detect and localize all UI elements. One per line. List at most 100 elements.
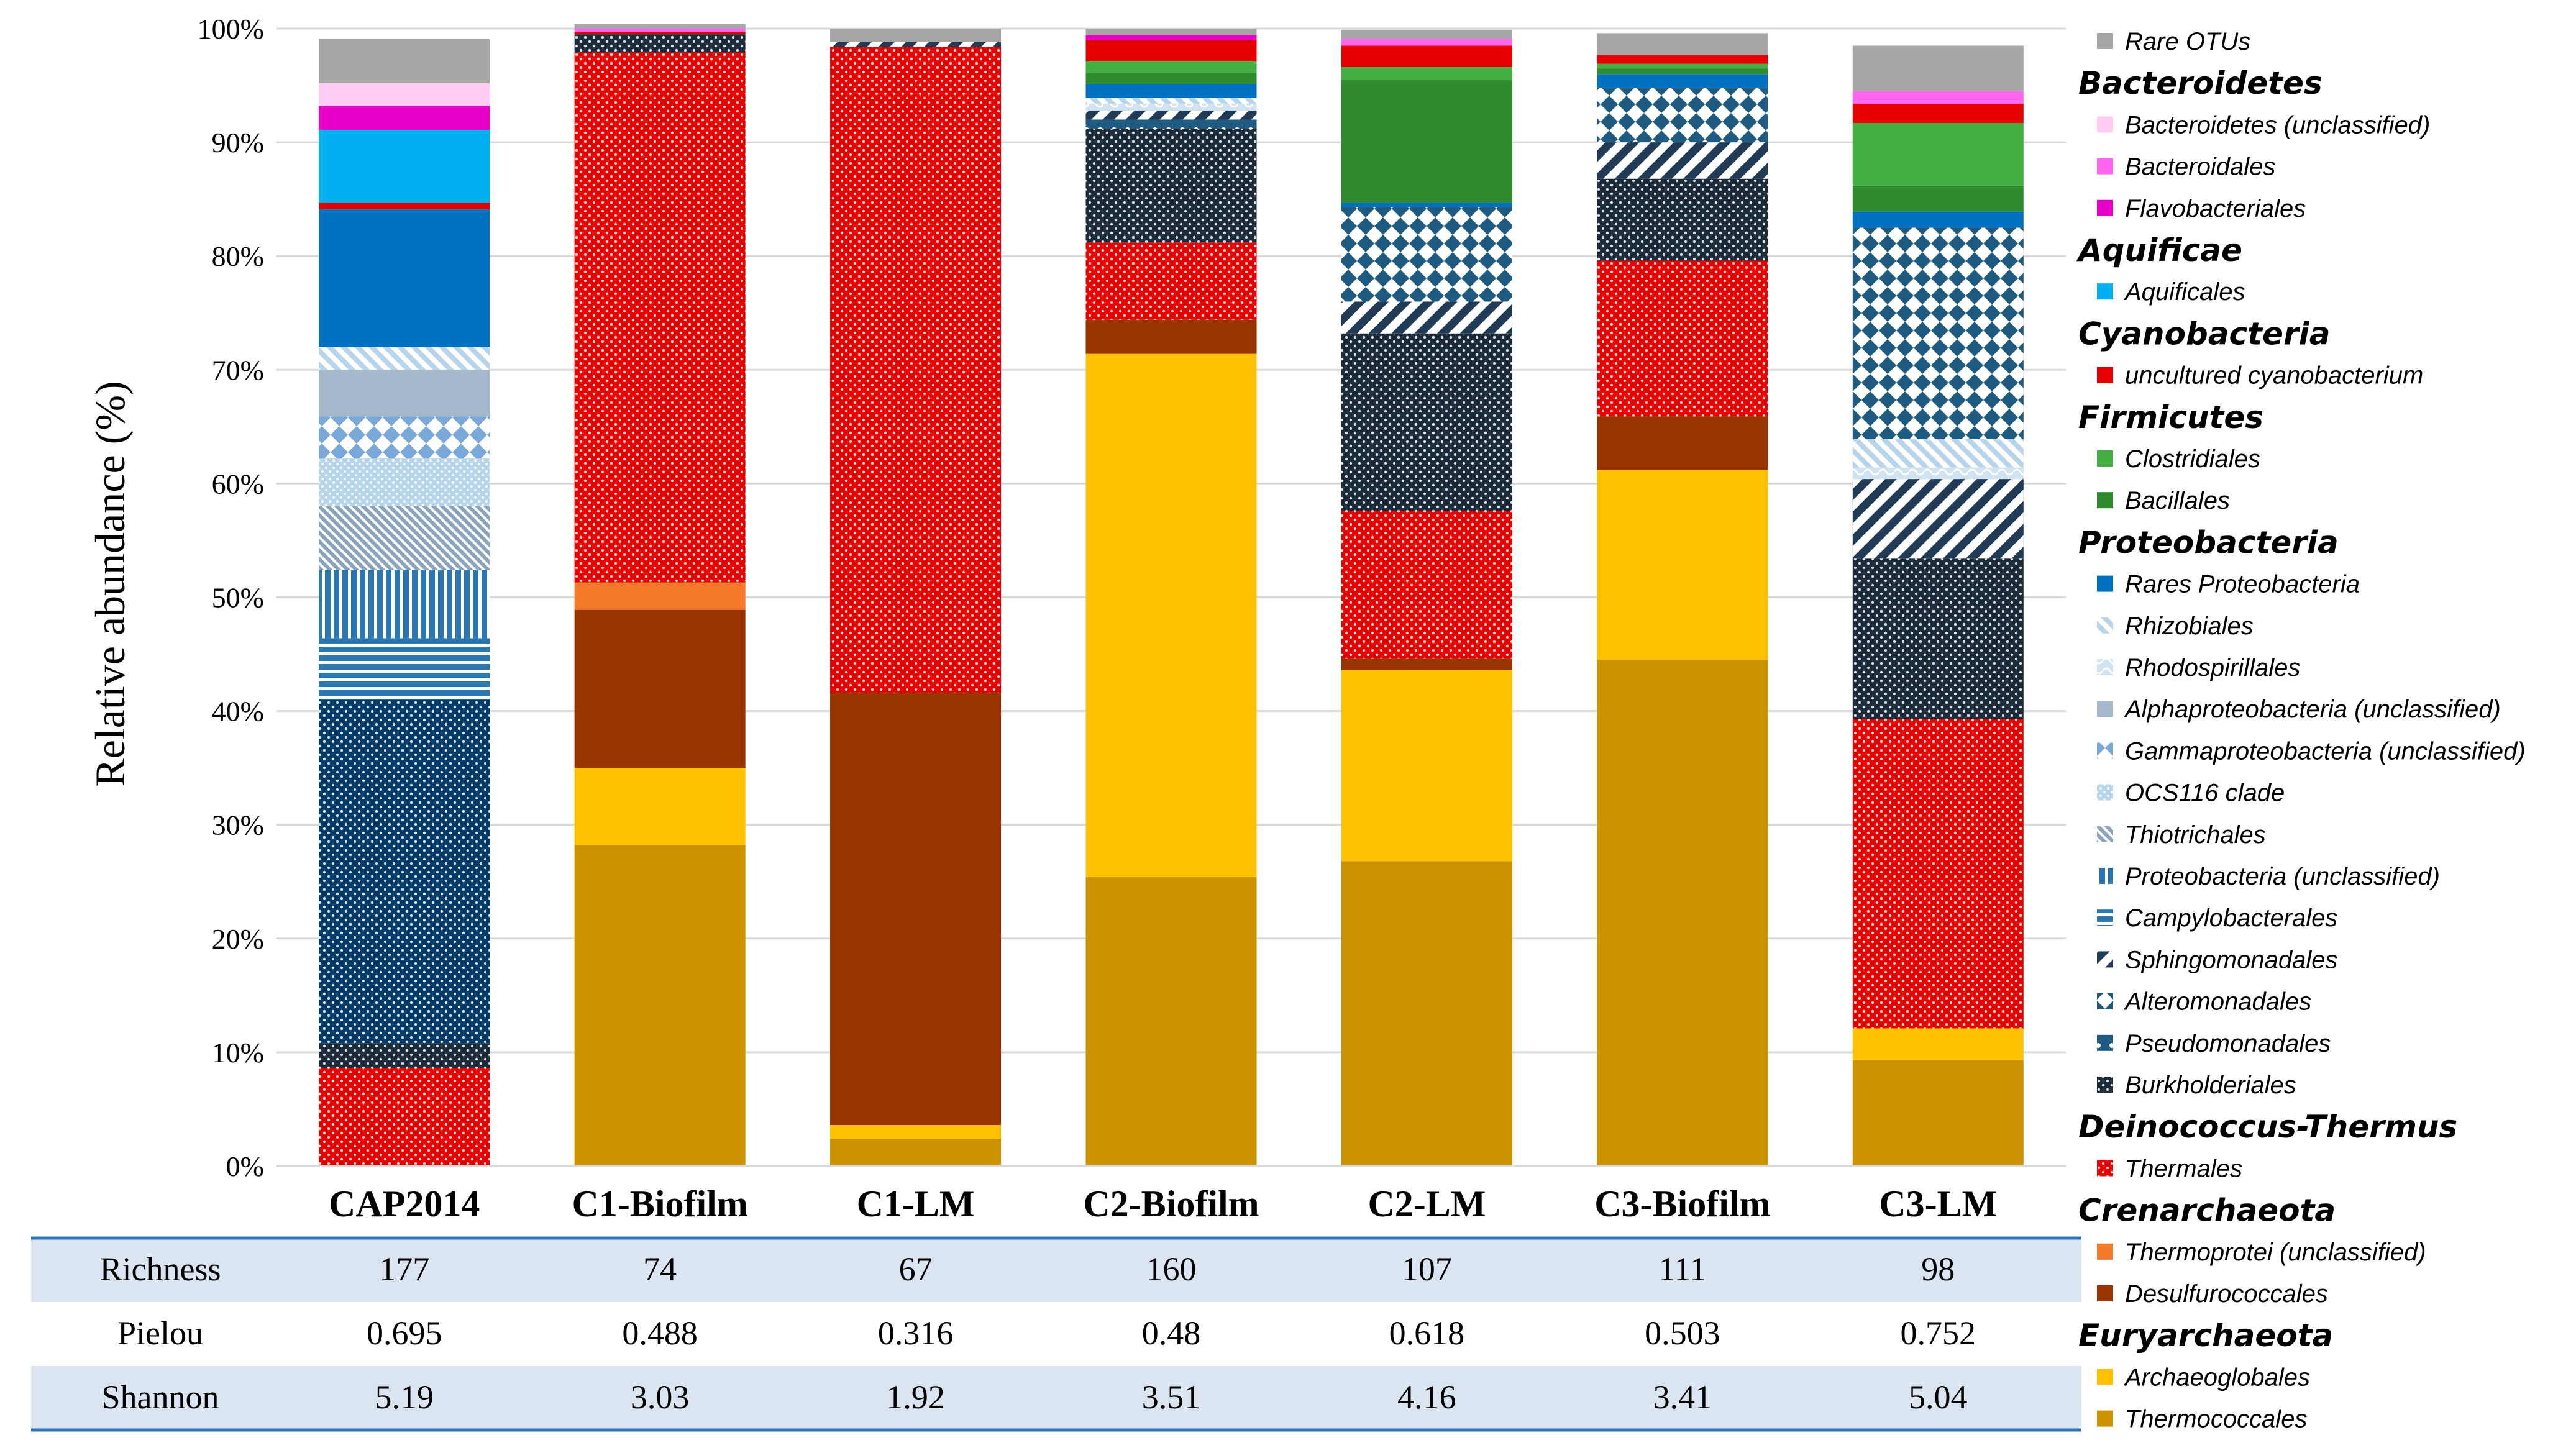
y-tick-label: 50% (212, 582, 264, 614)
bar-segment-bacteroidales (1341, 39, 1512, 46)
bar-stack-c2-lm (1341, 29, 1512, 1166)
table-cell: 177 (379, 1250, 429, 1288)
bar-segment-uncultured-cyanobacterium (1597, 55, 1768, 64)
bar-segment-rares-proteobacteria (1341, 203, 1512, 207)
legend-label: Pseudomonadales (2125, 1030, 2331, 1057)
legend-swatch (2097, 1285, 2113, 1301)
bar-segment-rare-otus (1597, 33, 1768, 55)
table-cell: 0.316 (878, 1314, 954, 1352)
bar-segment-clostridiales (1341, 67, 1512, 80)
legend-swatch-pattern (2097, 1160, 2113, 1177)
x-tick-label: C3-Biofilm (1594, 1183, 1770, 1224)
bar-segment-pattern (574, 34, 746, 53)
bar-segment-rares-proteobacteria (1852, 211, 2024, 228)
legend-item-thermoprotei-unclassified: Thermoprotei (unclassified) (2097, 1239, 2426, 1266)
bar-segment-pattern (1085, 110, 1257, 120)
bar-stack-cap2014 (319, 39, 490, 1166)
legend-swatch-pattern (2097, 909, 2113, 926)
y-tick-label: 80% (212, 240, 264, 272)
legend-label: OCS116 clade (2125, 780, 2285, 807)
bar-stack-c3-biofilm (1597, 33, 1768, 1166)
y-tick-label: 0% (226, 1150, 264, 1182)
bar-segment-archaeoglobales (1597, 470, 1768, 660)
table-cell: 5.04 (1909, 1378, 1968, 1416)
legend-swatch (2097, 33, 2113, 49)
x-tick-label: C3-LM (1879, 1183, 1997, 1224)
bar-segment-bacillales (1085, 73, 1257, 84)
bar-segment-clostridiales (1852, 122, 2024, 186)
bar-segment-pattern (319, 347, 490, 370)
bar-segment-archaeoglobales (1852, 1028, 2024, 1060)
table-row-label: Richness (100, 1250, 221, 1288)
bar-segment-pattern (830, 42, 1002, 47)
legend-item-proteobacteria-unclassified: Proteobacteria (unclassified) (2097, 863, 2440, 890)
bar-stack-c2-biofilm (1085, 29, 1257, 1166)
bar-stack-c1-biofilm (574, 24, 746, 1166)
table-cell: 74 (643, 1250, 677, 1288)
bar-segment-uncultured-cyanobacterium (1852, 103, 2024, 123)
legend-item-rares-proteobacteria: Rares Proteobacteria (2097, 571, 2360, 598)
legend-item-thermales: Thermales (2097, 1155, 2242, 1182)
bar-segment-pattern (1852, 558, 2024, 719)
bar-segment-pattern (319, 638, 490, 700)
legend-swatch (2097, 575, 2113, 592)
bar-segment-pattern (1852, 439, 2024, 468)
bar-segment-archaeoglobales (574, 768, 746, 845)
bar-segment-pattern (830, 47, 1002, 693)
legend-swatch-pattern (2097, 742, 2113, 759)
bar-segment-desulfurococcales (830, 693, 1002, 1126)
table-cell: 3.51 (1142, 1378, 1201, 1416)
legend-item-ocs116-clade: OCS116 clade (2097, 780, 2285, 807)
table-cell: 0.488 (622, 1314, 698, 1352)
legend-swatch (2097, 116, 2113, 133)
legend-item-clostridiales: Clostridiales (2097, 445, 2260, 473)
legend-item-aquificales: Aquificales (2097, 278, 2245, 306)
bar-segment-pattern (319, 699, 490, 1044)
bar-segment-pattern (1085, 242, 1257, 320)
bar-segment-pattern (1852, 479, 2024, 559)
y-tick-label: 30% (212, 809, 264, 841)
y-tick-label: 70% (212, 354, 264, 386)
bar-segment-pattern (319, 416, 490, 459)
bar-segment-pattern (319, 570, 490, 639)
table-row-label: Shannon (102, 1378, 219, 1416)
table-cell: 98 (1921, 1250, 1955, 1288)
legend-item-bacteroidales: Bacteroidales (2097, 153, 2275, 181)
table-cell: 0.503 (1645, 1314, 1720, 1352)
legend-item-alphaproteobacteria-unclassified: Alphaproteobacteria (unclassified) (2097, 696, 2501, 723)
legend-swatch-pattern (2097, 826, 2113, 842)
table-cell: 3.41 (1653, 1378, 1712, 1416)
y-axis-title: Relative abundance (%) (86, 381, 134, 786)
legend-swatch-pattern (2097, 951, 2113, 968)
legend-label: Thermoprotei (unclassified) (2125, 1239, 2426, 1266)
y-tick-label: 20% (212, 923, 264, 955)
bar-segment-rare-otus (830, 29, 1002, 42)
x-tick-label: C1-LM (857, 1183, 975, 1224)
table-cell: 111 (1658, 1250, 1706, 1288)
legend-item-bacillales: Bacillales (2097, 487, 2230, 514)
table-cell: 3.03 (631, 1378, 690, 1416)
legend-label: Rhodospirillales (2125, 654, 2300, 681)
table-cell: 1.92 (886, 1378, 945, 1416)
bar-segment-uncultured-cyanobacterium (1085, 40, 1257, 62)
legend-swatch-pattern (2097, 1077, 2113, 1093)
legend-swatch (2097, 492, 2113, 509)
x-tick-label: C1-Biofilm (572, 1183, 747, 1224)
legend-item-pseudomonadales: Pseudomonadales (2097, 1030, 2331, 1057)
legend-group-heading: Firmicutes (2078, 399, 2263, 435)
legend-label: Desulfurococcales (2125, 1280, 2328, 1308)
legend-label: Flavobacteriales (2125, 195, 2306, 222)
table-cell: 0.752 (1901, 1314, 1976, 1352)
legend-item-rare-otus: Rare OTUs (2097, 28, 2250, 55)
legend-swatch-pattern (2097, 993, 2113, 1009)
legend-label: Gammaproteobacteria (unclassified) (2125, 737, 2526, 765)
legend-item-burkholderiales: Burkholderiales (2097, 1072, 2296, 1099)
x-tick-label: CAP2014 (329, 1183, 480, 1224)
table-cell: 5.19 (375, 1378, 434, 1416)
legend-swatch (2097, 199, 2113, 216)
bar-segment-rares-proteobacteria (1597, 74, 1768, 88)
legend-label: Thermococcales (2125, 1406, 2307, 1433)
bar-segment-thermococcales (830, 1139, 1002, 1166)
table-cell: 0.695 (367, 1314, 442, 1352)
bar-segment-pattern (1852, 719, 2024, 1029)
